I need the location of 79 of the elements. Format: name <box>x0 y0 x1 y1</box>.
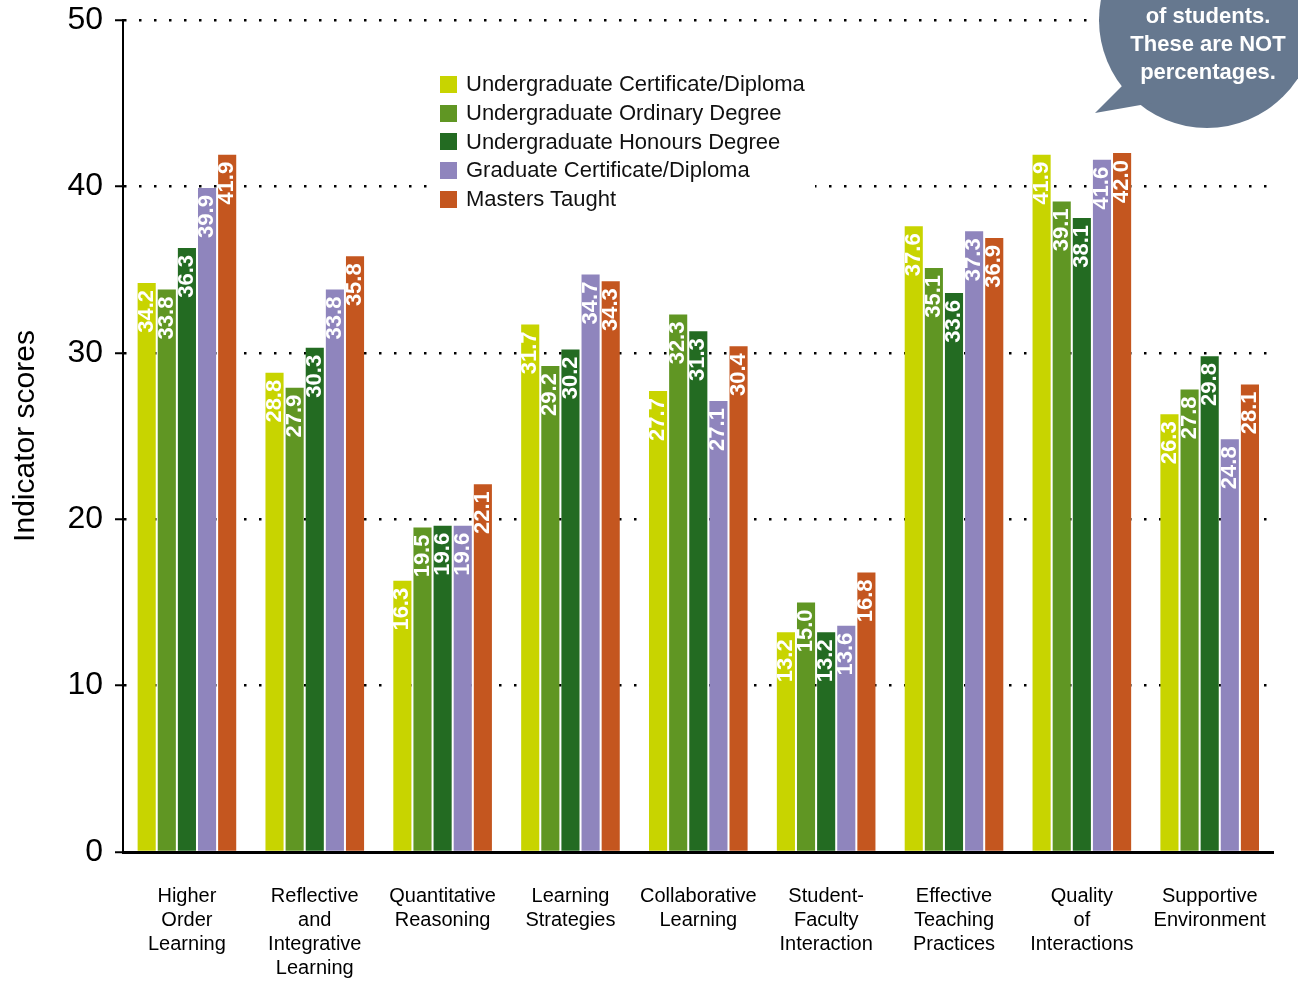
x-tick-label: Learning Strategies <box>525 883 616 930</box>
bar <box>473 484 492 851</box>
bar <box>944 292 964 851</box>
bar <box>561 349 580 851</box>
bar <box>1160 414 1179 851</box>
y-tick-label: 10 <box>67 665 103 702</box>
x-tick-label: Quantitative Reasoning <box>389 883 496 930</box>
bar <box>601 281 620 851</box>
bar <box>413 527 432 851</box>
bar <box>157 289 176 851</box>
bar <box>521 324 540 851</box>
data-label: 27.1 <box>704 408 730 451</box>
bar <box>1180 389 1199 851</box>
bar <box>541 366 560 851</box>
bar <box>433 525 452 851</box>
bar <box>985 237 1004 851</box>
bar <box>1200 356 1219 851</box>
legend-label: Masters Taught <box>466 186 617 213</box>
bar <box>137 282 156 851</box>
bar <box>1032 154 1051 851</box>
x-tick-label: Reflective and Integrative Learning <box>268 883 362 978</box>
data-label: 31.7 <box>516 331 542 375</box>
bar <box>325 289 344 851</box>
data-label: 28.1 <box>1236 391 1261 435</box>
data-label: 16.8 <box>852 579 878 623</box>
bar <box>857 572 876 851</box>
annotation: of students. These are NOT percentages. <box>1129 2 1287 86</box>
bar <box>1052 201 1071 851</box>
data-label: 24.8 <box>1215 446 1241 490</box>
y-axis-title: Indicator scores <box>7 330 41 542</box>
y-tick-label: 20 <box>67 499 103 536</box>
bar <box>197 188 217 851</box>
bar <box>1113 153 1132 851</box>
bar <box>1220 439 1239 851</box>
x-tick-label: Supportive Environment <box>1153 883 1267 930</box>
y-tick-label: 40 <box>67 166 103 203</box>
legend-label: Graduate Certificate/Diploma <box>466 157 750 184</box>
data-label: 22.1 <box>468 491 494 535</box>
x-tick-label: Student-Faculty Interaction <box>779 883 873 954</box>
bar <box>305 347 324 851</box>
data-label: 36.3 <box>172 254 198 298</box>
bar <box>1092 159 1112 851</box>
bar <box>265 372 284 851</box>
x-tick-label: Quality of Interactions <box>1030 883 1134 954</box>
y-tick-label: 50 <box>67 0 103 36</box>
bar <box>689 331 708 851</box>
data-label: 37.6 <box>899 233 925 277</box>
bar <box>776 632 795 851</box>
bar <box>649 391 668 851</box>
bar <box>904 226 923 851</box>
bar <box>965 231 984 851</box>
legend-label: Undergraduate Certificate/Diploma <box>466 71 805 98</box>
bar <box>393 580 412 851</box>
bar <box>345 256 365 851</box>
bar <box>218 154 237 851</box>
legend-label: Undergraduate Ordinary Degree <box>466 100 782 127</box>
bar <box>669 314 688 851</box>
bar <box>796 602 816 851</box>
y-tick-label: 0 <box>85 831 103 868</box>
y-tick-label: 30 <box>67 332 103 369</box>
data-label: 30.4 <box>724 352 750 396</box>
x-tick-label: Collaborative Learning <box>639 883 757 930</box>
data-label: 27.7 <box>644 398 670 441</box>
bar <box>1072 218 1091 851</box>
bar <box>285 387 304 851</box>
bar <box>581 274 600 851</box>
bar <box>709 401 728 851</box>
bar <box>729 346 748 851</box>
bar <box>453 525 472 851</box>
data-label: 41.9 <box>1027 161 1053 205</box>
data-label: 16.3 <box>388 587 414 631</box>
bar <box>924 267 943 851</box>
x-tick-label: Higher Order Learning <box>148 883 226 954</box>
bar <box>837 625 856 851</box>
legend-label: Undergraduate Honours Degree <box>466 128 781 155</box>
bar <box>817 632 836 851</box>
x-tick-label: Effective Teaching Practices <box>912 883 996 954</box>
bar <box>177 247 196 851</box>
bar <box>1240 384 1259 851</box>
